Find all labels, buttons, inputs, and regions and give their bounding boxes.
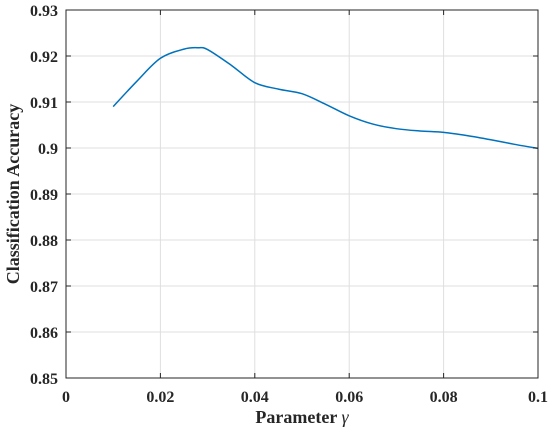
x-axis-label-text: Parameter xyxy=(255,407,337,427)
x-tick-label: 0.06 xyxy=(335,389,363,406)
y-tick-label: 0.93 xyxy=(30,3,58,20)
x-tick-label: 0 xyxy=(62,389,70,406)
x-tick-label: 0.02 xyxy=(146,389,174,406)
y-axis-label: Classification Accuracy xyxy=(3,104,23,284)
x-axis-label: Parameter γ xyxy=(255,407,349,427)
x-tick-label: 0.08 xyxy=(430,389,458,406)
y-tick-label: 0.85 xyxy=(30,371,58,388)
y-tick-label: 0.89 xyxy=(30,187,58,204)
tick-marks xyxy=(65,9,539,379)
x-axis-label-symbol: γ xyxy=(342,407,350,427)
x-tick-label: 0.04 xyxy=(241,389,269,406)
y-tick-label: 0.91 xyxy=(30,95,58,112)
y-tick-label: 0.87 xyxy=(30,279,58,296)
y-tick-label: 0.92 xyxy=(30,49,58,66)
x-tick-labels: 0 0.02 0.04 0.06 0.08 0.1 xyxy=(62,389,548,406)
accuracy-series-line xyxy=(112,46,539,150)
y-tick-label: 0.88 xyxy=(30,233,58,250)
grid-lines xyxy=(66,10,538,378)
y-tick-labels: 0.85 0.86 0.87 0.88 0.89 0.9 0.91 0.92 0.93 xyxy=(30,3,58,388)
series-layer xyxy=(112,46,539,150)
x-tick-label: 0.1 xyxy=(528,389,548,406)
y-tick-label: 0.86 xyxy=(30,325,58,342)
y-tick-label: 0.9 xyxy=(38,141,58,158)
